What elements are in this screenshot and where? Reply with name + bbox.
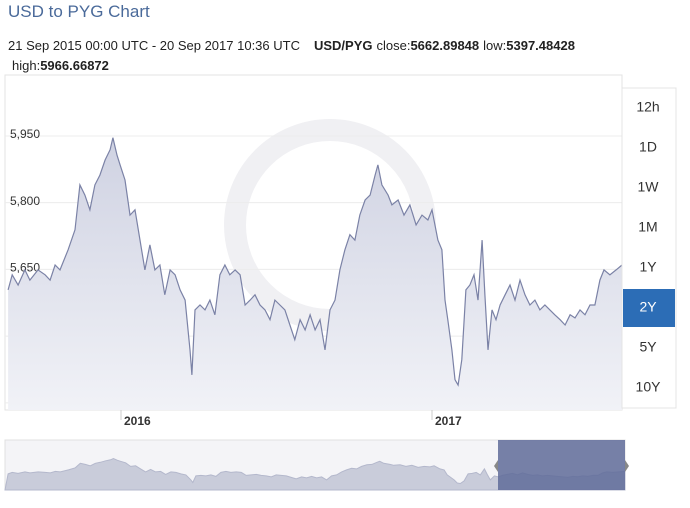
stat: close:5662.89848 <box>376 38 479 54</box>
subtitle: 21 Sep 2015 00:00 UTC - 20 Sep 2017 10:3… <box>8 38 653 74</box>
y-tick-label: 5,650 <box>10 261 40 275</box>
range-button[interactable] <box>623 289 675 327</box>
range-button[interactable] <box>623 129 675 167</box>
range-buttons: 12h 1D 1W 1M 1Y 2Y 5Y 10Y <box>621 87 677 409</box>
range-button-label[interactable]: 10Y <box>636 379 662 395</box>
y-tick-label: 5,800 <box>10 194 40 208</box>
range-button-label[interactable]: 1D <box>639 139 657 155</box>
range-button[interactable] <box>623 329 675 367</box>
pair: USD/PYG <box>313 38 373 53</box>
stat: low:5397.48428 <box>483 38 575 54</box>
handle-right[interactable] <box>625 460 629 472</box>
range-button-label[interactable]: 1W <box>638 179 660 195</box>
range-button-label[interactable]: 1Y <box>639 259 657 275</box>
range-button-label[interactable]: 12h <box>636 99 659 115</box>
stat-label: low: <box>483 38 507 53</box>
x-tick-label: 2016 <box>124 414 151 428</box>
chart-title: USD to PYG Chart <box>8 2 150 21</box>
stat-value: 5662.89848 <box>410 38 480 53</box>
range-button-label[interactable]: 5Y <box>639 339 657 355</box>
handle-left[interactable] <box>494 460 498 472</box>
y-tick-label: 5,950 <box>10 127 40 141</box>
date-range: 21 Sep 2015 00:00 UTC - 20 Sep 2017 10:3… <box>8 38 300 53</box>
stat-value: 5966.66872 <box>40 58 109 73</box>
navigator-window[interactable] <box>498 440 625 490</box>
stat: high:5966.66872 <box>12 58 109 74</box>
x-tick-label: 2017 <box>435 414 462 428</box>
stat-value: 5397.48428 <box>506 38 575 53</box>
area <box>8 137 623 410</box>
range-button[interactable] <box>623 249 675 287</box>
line <box>7 137 623 387</box>
range-button[interactable] <box>623 209 675 247</box>
range-button[interactable] <box>623 169 675 207</box>
navigator <box>4 439 629 491</box>
range-button[interactable] <box>623 89 675 127</box>
stat-label: close: <box>376 38 411 53</box>
stat-label: high: <box>12 58 41 73</box>
range-button-label[interactable]: 1M <box>638 219 657 235</box>
range-button[interactable] <box>623 369 675 407</box>
range-button-label[interactable]: 2Y <box>639 299 657 315</box>
